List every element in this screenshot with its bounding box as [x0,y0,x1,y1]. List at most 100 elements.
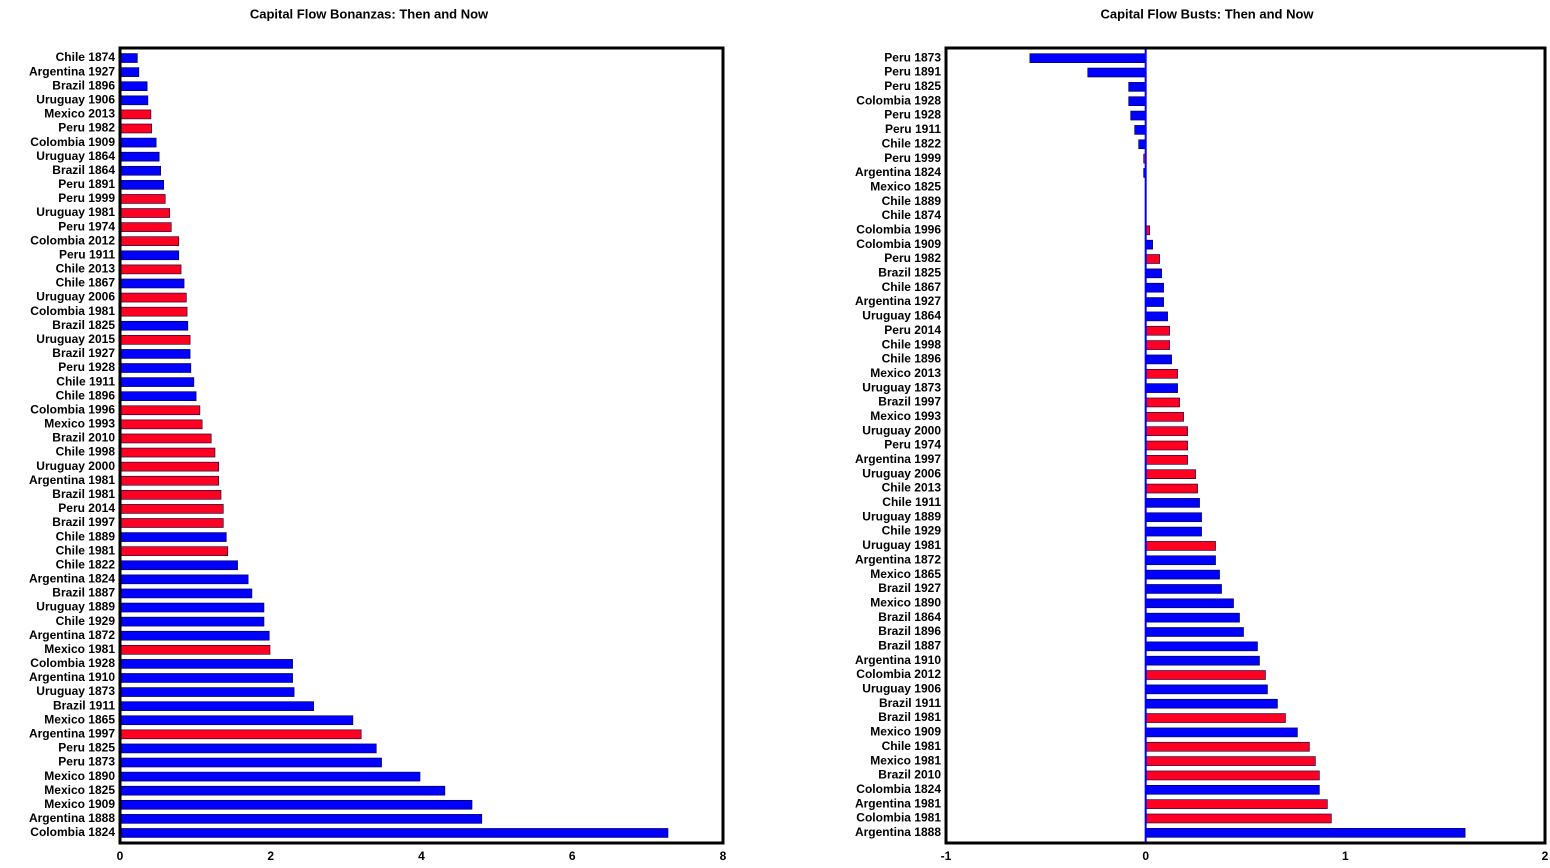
bar [1145,412,1184,422]
y-tick-label: Mexico 1981 [44,642,115,656]
bar [119,419,203,430]
y-tick-label: Mexico 1981 [870,753,941,767]
bar [119,729,362,740]
bar [119,137,157,148]
y-tick-label: Chile 1896 [882,352,942,366]
y-tick-label: Peru 1999 [58,191,115,205]
y-tick-label: Argentina 1927 [855,294,941,308]
bar [1145,282,1164,293]
y-tick-label: Argentina 1888 [855,825,941,839]
y-tick-label: Argentina 1910 [855,653,941,667]
y-tick-label: Uruguay 1906 [862,682,941,696]
y-tick-label: Peru 1928 [58,360,115,374]
x-tick-label: 0 [117,849,124,863]
y-tick-label: Argentina 1910 [29,670,115,684]
y-tick-label: Colombia 2012 [856,667,941,681]
bar [119,306,188,317]
y-tick-label: Chile 1874 [882,208,942,222]
bar [1145,340,1170,350]
bar [119,95,149,106]
y-tick-label: Chile 2013 [882,481,942,495]
y-tick-label: Mexico 1993 [44,417,115,431]
x-tick-label: 0 [1142,849,1149,863]
bar [119,673,293,683]
y-tick-label: Brazil 1896 [878,624,941,638]
bar [119,785,446,796]
y-tick-label: Brazil 1825 [878,266,941,280]
y-tick-label: Chile 1874 [56,50,116,64]
bar [1145,569,1220,580]
y-tick-label: Peru 1825 [58,741,115,755]
bar [119,687,295,697]
bar [119,504,224,514]
y-tick-label: Chile 1896 [56,388,116,402]
y-tick-label: Uruguay 1889 [36,600,115,614]
y-tick-label: Mexico 2013 [44,107,115,121]
y-tick-label: Peru 1911 [59,247,115,261]
bar [1145,741,1310,752]
y-tick-label: Peru 1982 [884,251,941,265]
y-tick-label: Chile 1822 [882,136,942,150]
y-tick-label: Uruguay 2006 [862,466,941,480]
bar [1128,82,1146,92]
bar [1145,426,1188,436]
y-tick-label: Colombia 1928 [856,93,941,107]
bar [1145,483,1198,494]
bar [119,250,180,261]
y-tick-label: Peru 1873 [58,755,115,769]
bar [1145,440,1188,451]
y-tick-label: Uruguay 2000 [862,423,941,437]
bar [1138,139,1146,150]
bar [119,616,265,627]
bar [119,659,293,669]
bar [1145,254,1160,264]
y-tick-label: Colombia 1981 [30,304,115,318]
y-tick-label: Brazil 2010 [878,768,941,782]
y-tick-label: Mexico 1909 [44,797,115,811]
bar [119,363,192,373]
x-tick-label: 2 [1542,849,1549,863]
y-tick-label: Uruguay 2006 [36,290,115,304]
y-tick-label: Peru 1974 [58,219,115,233]
bar [119,475,220,486]
y-tick-label: Argentina 1872 [855,552,941,566]
y-tick-label: Chile 1929 [56,614,116,628]
bar [119,194,166,204]
y-tick-label: Peru 1891 [884,65,941,79]
y-tick-label: Brazil 1887 [52,586,115,600]
bar [119,180,165,190]
y-tick-label: Uruguay 1906 [36,92,115,106]
y-tick-label: Mexico 1993 [870,409,941,423]
y-tick-label: Argentina 1888 [29,811,115,825]
bar [119,151,160,162]
x-tick-label: 6 [569,849,576,863]
y-tick-label: Brazil 1981 [52,487,115,501]
y-tick-label: Brazil 1864 [52,163,115,177]
y-tick-label: Mexico 1825 [44,783,115,797]
bar [119,602,265,613]
y-tick-label: Argentina 1927 [29,64,115,78]
y-tick-label: Mexico 1865 [44,712,115,726]
bar [119,433,212,444]
y-tick-label: Colombia 1928 [30,656,115,670]
y-tick-label: Uruguay 1981 [36,205,115,219]
y-tick-label: Brazil 1927 [52,346,115,360]
y-tick-label: Chile 1867 [56,276,116,290]
bar [1145,297,1164,307]
chart-title: Capital Flow Busts: Then and Now [1100,6,1314,21]
y-tick-label: Argentina 1997 [855,452,941,466]
y-tick-label: Peru 1825 [884,79,941,93]
bar [1145,598,1234,609]
bar [119,405,201,416]
x-tick-label: -1 [941,849,952,863]
y-tick-label: Chile 1911 [882,495,941,509]
y-tick-label: Chile 1889 [56,529,116,543]
bar [119,391,197,401]
bar [1145,397,1180,408]
y-tick-label: Brazil 1896 [52,78,115,92]
bar [119,349,191,359]
bar [1145,784,1320,795]
bar [119,546,229,556]
bar [119,461,220,472]
bar [1130,110,1146,121]
